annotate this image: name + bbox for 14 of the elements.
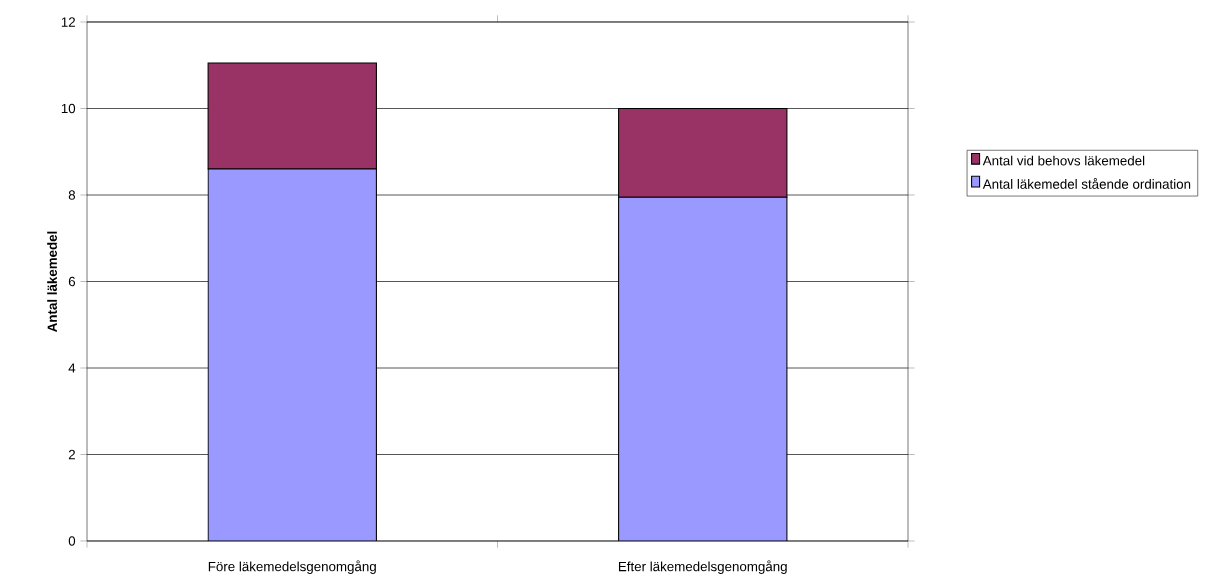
y-tick-label: 10 — [61, 103, 76, 114]
legend-label: Antal vid behovs läkemedel — [982, 155, 1145, 166]
y-axis-title: Antal läkemedel — [47, 231, 57, 332]
bar — [618, 196, 788, 541]
x-tick-label: Efter läkemedelsgenomgång — [618, 560, 787, 574]
y-tick-label: 4 — [68, 363, 76, 373]
y-tick-label: 2 — [68, 449, 75, 460]
y-tick-label: 6 — [68, 276, 76, 287]
bar — [207, 168, 377, 541]
x-tick-label: Före läkemedelsgenomgång — [208, 560, 376, 574]
legend-label: Antal läkemedel stående ordination — [982, 177, 1191, 189]
y-tick-label: 12 — [61, 17, 75, 27]
y-tick-label: 8 — [68, 190, 76, 200]
y-tick-label: 0 — [68, 536, 76, 546]
